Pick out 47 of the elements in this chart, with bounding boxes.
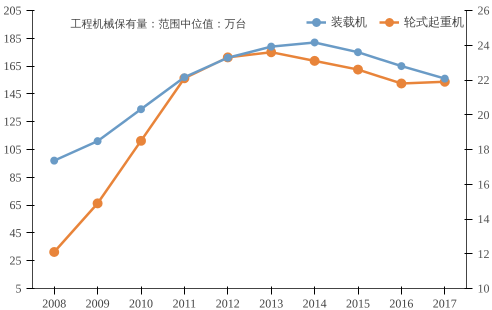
y-tick-label: 125 — [4, 114, 22, 129]
y2-tick-label: 10 — [478, 282, 490, 296]
y-tick-label: 25 — [10, 254, 22, 268]
point — [94, 137, 102, 146]
x-tick-label: 2017 — [432, 296, 457, 310]
y-tick-label: 185 — [4, 31, 22, 46]
point — [267, 42, 276, 51]
x-tick-label: 2012 — [216, 296, 240, 310]
y2-tick-label: 22 — [478, 73, 490, 87]
point — [353, 64, 363, 75]
y-tick-label: 145 — [4, 86, 22, 101]
legend-label: 轮式起重机 — [404, 14, 464, 30]
x-tick-label: 2011 — [172, 296, 196, 310]
annotation: 工程机械保有量：范围中位值：万台 — [70, 18, 246, 30]
y2-tick-label: 24 — [478, 38, 490, 52]
point — [50, 156, 58, 165]
point — [440, 74, 449, 83]
x-tick-label: 2014 — [302, 296, 327, 310]
x-tick-label: 2015 — [346, 296, 370, 310]
point — [396, 78, 406, 88]
y-tick-label: 165 — [4, 59, 22, 74]
point — [310, 56, 320, 66]
y-tick-label: 105 — [4, 142, 22, 156]
legend-label: 装载机 — [331, 14, 367, 30]
point — [49, 247, 60, 258]
point — [354, 48, 362, 56]
y2-tick-label: 18 — [478, 142, 490, 156]
point — [397, 62, 406, 70]
y-tick-label: 65 — [10, 198, 22, 212]
y2-tick-label: 20 — [478, 108, 490, 122]
point — [92, 198, 103, 208]
x-tick-label: 2010 — [129, 296, 153, 310]
x-tick-label: 2009 — [86, 296, 110, 310]
y-tick-label: 5 — [16, 282, 22, 296]
y2-tick-label: 12 — [478, 246, 490, 261]
y2-tick-label: 16 — [478, 177, 490, 192]
x-tick-label: 2008 — [42, 296, 66, 310]
y-tick-label: 205 — [4, 4, 22, 18]
point — [137, 105, 145, 114]
y-tick-label: 85 — [10, 170, 22, 184]
y-tick-label: 45 — [10, 226, 22, 240]
y2-tick-label: 26 — [478, 4, 490, 18]
point — [310, 38, 319, 46]
x-tick-label: 2016 — [389, 296, 414, 310]
point — [136, 136, 146, 146]
y2-tick-label: 14 — [478, 212, 490, 226]
x-tick-label: 2013 — [259, 296, 284, 310]
